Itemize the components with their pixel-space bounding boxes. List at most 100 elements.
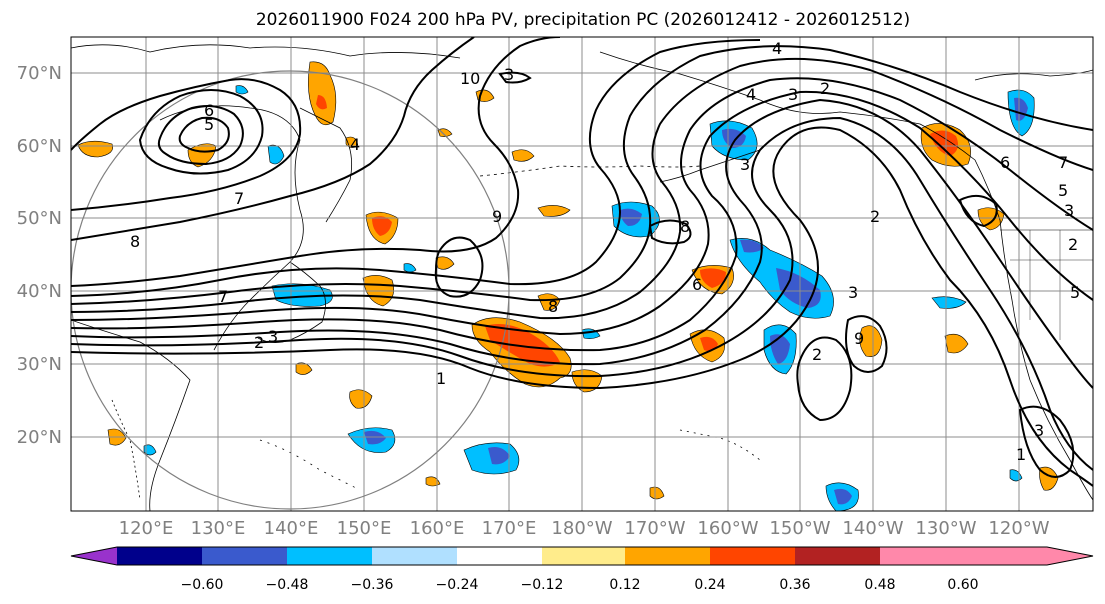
contour-label: 8 xyxy=(680,217,690,236)
colorbar-tick-label: −0.36 xyxy=(351,577,394,593)
contour-label: 7 xyxy=(1058,153,1068,172)
lat-label: 70°N xyxy=(17,63,62,84)
lon-label: 160°E xyxy=(410,518,465,539)
colorbar-swatch xyxy=(287,547,372,565)
contour-label: 2 xyxy=(820,79,830,98)
pv-contour-12 xyxy=(157,105,244,166)
pos-region-hawaii-n xyxy=(859,325,883,357)
pos-region-sub-10 xyxy=(437,128,453,137)
colorbar-extend-max xyxy=(963,547,1093,565)
colorbar-outline xyxy=(70,546,1094,566)
lon-label: 120°E xyxy=(119,518,174,539)
coast-na-west xyxy=(999,219,1093,501)
pos-region-sub-3 xyxy=(295,362,313,375)
pv-contour-2 xyxy=(71,116,1093,471)
coast-kamchatka xyxy=(299,107,353,223)
pos-region-aleutian-core xyxy=(700,268,726,288)
contour-label: 8 xyxy=(548,297,558,316)
contour-label: 2 xyxy=(254,333,264,352)
lat-label: 60°N xyxy=(17,136,62,157)
contour-label: 1 xyxy=(436,369,446,388)
contour-label: 9 xyxy=(492,207,502,226)
pv-contour-3 xyxy=(71,98,1093,389)
contour-label: 9 xyxy=(854,329,864,348)
pos-region-mid-4 xyxy=(511,149,535,162)
neg-region-equat-core xyxy=(834,488,852,505)
pv-contour-8 xyxy=(71,37,561,287)
contour-labels: 10 3 4 2 3 4 6 5 7 8 9 8 6 8 7 2 3 6 7 5… xyxy=(130,39,1080,464)
neg-region-subtrop-core xyxy=(364,430,386,445)
neg-region-kamchatka-w xyxy=(267,144,285,165)
pv-contour-7 xyxy=(71,45,1093,305)
colorbar-swatch xyxy=(372,547,457,565)
pos-region-sub-1 xyxy=(349,389,373,409)
colorbar-tick-label: 0.12 xyxy=(609,577,640,593)
colorbar-swatch xyxy=(117,547,202,565)
contour-label: 3 xyxy=(268,327,278,346)
pos-region-sub-4 xyxy=(944,333,969,354)
colorbar-tick-label: 0.24 xyxy=(694,577,725,593)
pv-contour-4 xyxy=(71,90,1093,352)
contour-label: 10 xyxy=(460,69,480,88)
colorbar-tick-label: 0.48 xyxy=(864,577,895,593)
pv-contour-10 xyxy=(71,78,302,211)
pv-contour-18 xyxy=(648,219,692,245)
lon-label: 150°W xyxy=(769,518,830,539)
lon-label: 170°E xyxy=(482,518,537,539)
lat-label: 40°N xyxy=(17,281,62,302)
contour-label: 6 xyxy=(204,101,214,120)
pos-region-kamchatka xyxy=(308,61,337,126)
latitude-labels: 70°N 60°N 50°N 40°N 30°N 20°N xyxy=(17,63,62,448)
contour-label: 7 xyxy=(234,189,244,208)
pv-contour-15 xyxy=(796,336,853,422)
pos-region-japan-sea-core xyxy=(372,216,392,236)
range-circle xyxy=(71,70,510,510)
lon-label: 180°W xyxy=(551,518,612,539)
coast-alaska xyxy=(599,51,1001,221)
pv-contour-7b xyxy=(71,39,761,297)
contour-label: 2 xyxy=(812,345,822,364)
lon-label: 150°E xyxy=(337,518,392,539)
coast-philippines xyxy=(111,399,141,501)
contour-label: 3 xyxy=(740,155,750,174)
contour-label: 3 xyxy=(504,65,514,84)
colorbar-swatch xyxy=(625,547,710,565)
lat-label: 50°N xyxy=(17,208,62,229)
contour-label: 3 xyxy=(848,283,858,302)
lon-label: 160°W xyxy=(697,518,758,539)
pv-contour-20 xyxy=(958,194,998,228)
figure-title: 2026011900 F024 200 hPa PV, precipitatio… xyxy=(256,10,910,30)
colorbar-swatch xyxy=(795,547,880,565)
contour-label: 6 xyxy=(692,275,702,294)
pv-contour-1 xyxy=(71,126,1093,487)
pos-region-jetcore-center xyxy=(485,324,560,367)
neg-region-arctic xyxy=(235,85,249,95)
contour-label: 2 xyxy=(870,207,880,226)
contour-label: 6 xyxy=(1000,153,1010,172)
lon-label: 120°W xyxy=(988,518,1049,539)
pos-region-east-1-core xyxy=(700,336,718,352)
pv-contour-9 xyxy=(71,37,475,241)
colorbar: −0.60 −0.48 −0.36 −0.24 −0.12 0.12 0.24 … xyxy=(70,546,1094,593)
contour-label: 5 xyxy=(204,115,214,134)
contour-label: 4 xyxy=(772,39,782,58)
pv-contours xyxy=(71,37,1093,487)
contour-label: 1 xyxy=(1016,445,1026,464)
colorbar-swatch xyxy=(880,547,963,565)
neg-region-trop-core xyxy=(488,447,510,465)
pos-region-gulf-alaska-core xyxy=(930,130,958,156)
map-area: 10 3 4 2 3 4 6 5 7 8 9 8 6 8 7 2 3 6 7 5… xyxy=(71,37,1093,511)
neg-region-npac-core xyxy=(776,268,821,308)
colorbar-tick-label: 0.60 xyxy=(947,577,978,593)
colorbar-swatch xyxy=(457,547,542,565)
neg-region-east-3 xyxy=(403,263,417,273)
contour-label: 7 xyxy=(218,287,228,306)
colorbar-tick-label: −0.60 xyxy=(181,577,224,593)
pv-contour-19 xyxy=(498,71,532,84)
colorbar-tick-label: −0.48 xyxy=(266,577,309,593)
pos-region-west-1 xyxy=(77,140,113,158)
contour-label: 5 xyxy=(1058,181,1068,200)
pos-region-sub-8 xyxy=(649,486,665,500)
coast-siberia xyxy=(71,44,461,59)
